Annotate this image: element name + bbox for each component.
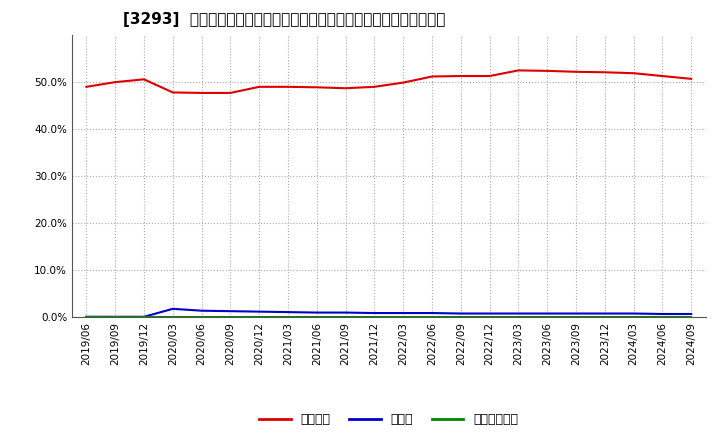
Text: [3293]  自己資本、のれん、繰延税金資産の総資産に対する比率の推移: [3293] 自己資本、のれん、繰延税金資産の総資産に対する比率の推移: [122, 12, 445, 27]
Legend: 自己資本, のれん, 繰延税金資産: 自己資本, のれん, 繰延税金資産: [259, 413, 518, 426]
